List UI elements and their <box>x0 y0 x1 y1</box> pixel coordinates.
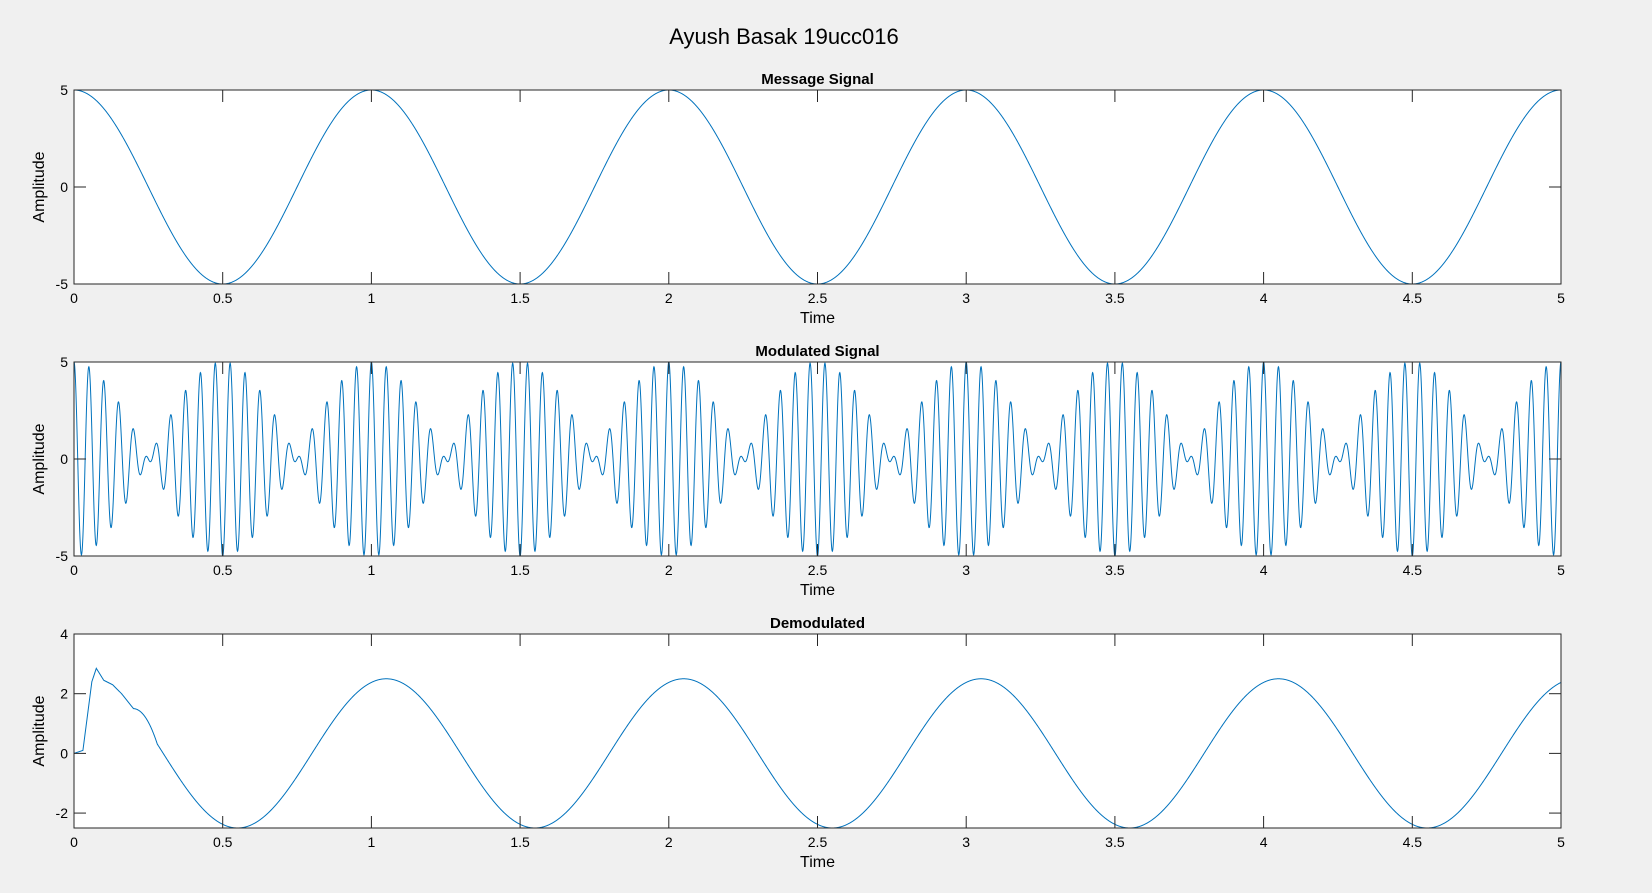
y-tick-label: 2 <box>60 686 68 702</box>
x-tick-label: 1 <box>368 834 376 850</box>
x-tick-label: 0.5 <box>213 290 233 306</box>
y-tick-label: -5 <box>56 548 69 564</box>
y-tick-label: 4 <box>60 626 68 642</box>
x-axis-label: Time <box>800 582 835 599</box>
y-axis-label: Amplitude <box>31 151 48 222</box>
x-tick-label: 5 <box>1557 562 1565 578</box>
y-tick-label: 0 <box>60 179 68 195</box>
y-axis-label: Amplitude <box>31 695 48 766</box>
x-tick-label: 4.5 <box>1403 290 1423 306</box>
subplot-title: Modulated Signal <box>755 343 879 360</box>
x-tick-label: 2 <box>665 834 673 850</box>
x-tick-label: 2.5 <box>808 834 828 850</box>
x-tick-label: 5 <box>1557 290 1565 306</box>
x-tick-label: 0 <box>70 834 78 850</box>
x-tick-label: 1 <box>368 290 376 306</box>
x-tick-label: 4 <box>1260 562 1268 578</box>
subplot-3: 0 0.5 1 1.5 2 2.5 3 3.5 4 4.5 5-2024DemodulatedTim… <box>31 615 1565 871</box>
y-tick-label: 5 <box>60 354 68 370</box>
x-tick-label: 2.5 <box>808 562 828 578</box>
figure-title: Ayush Basak 19ucc016 <box>669 24 899 49</box>
subplot-title: Message Signal <box>761 71 874 88</box>
x-tick-label: 0.5 <box>213 834 233 850</box>
x-axis-label: Time <box>800 310 835 327</box>
x-tick-label: 4.5 <box>1403 562 1423 578</box>
x-tick-label: 4 <box>1260 834 1268 850</box>
x-tick-label: 0 <box>70 562 78 578</box>
y-tick-label: 0 <box>60 451 68 467</box>
x-tick-label: 2.5 <box>808 290 828 306</box>
x-tick-label: 1.5 <box>510 562 530 578</box>
y-tick-label: -5 <box>56 276 69 292</box>
x-tick-label: 3.5 <box>1105 290 1125 306</box>
x-tick-label: 3.5 <box>1105 562 1125 578</box>
y-tick-label: -2 <box>56 805 69 821</box>
x-tick-label: 3 <box>962 562 970 578</box>
y-tick-label: 0 <box>60 745 68 761</box>
x-tick-label: 4.5 <box>1403 834 1423 850</box>
x-tick-label: 4 <box>1260 290 1268 306</box>
x-tick-label: 1.5 <box>510 834 530 850</box>
x-tick-label: 3 <box>962 290 970 306</box>
series-line-1 <box>74 90 1561 284</box>
subplot-title: Demodulated <box>770 615 865 632</box>
x-tick-label: 0.5 <box>213 562 233 578</box>
x-tick-label: 0 <box>70 290 78 306</box>
plot-area <box>74 90 1561 284</box>
series-line-1 <box>74 362 1561 556</box>
x-tick-label: 1.5 <box>510 290 530 306</box>
y-axis-label: Amplitude <box>31 423 48 494</box>
plot-area <box>74 362 1561 556</box>
x-tick-label: 2 <box>665 562 673 578</box>
x-tick-label: 1 <box>368 562 376 578</box>
x-axis-label: Time <box>800 854 835 871</box>
y-tick-label: 5 <box>60 82 68 98</box>
x-tick-label: 3 <box>962 834 970 850</box>
x-tick-label: 2 <box>665 290 673 306</box>
plot-area <box>74 634 1561 828</box>
x-tick-label: 3.5 <box>1105 834 1125 850</box>
x-tick-label: 5 <box>1557 834 1565 850</box>
